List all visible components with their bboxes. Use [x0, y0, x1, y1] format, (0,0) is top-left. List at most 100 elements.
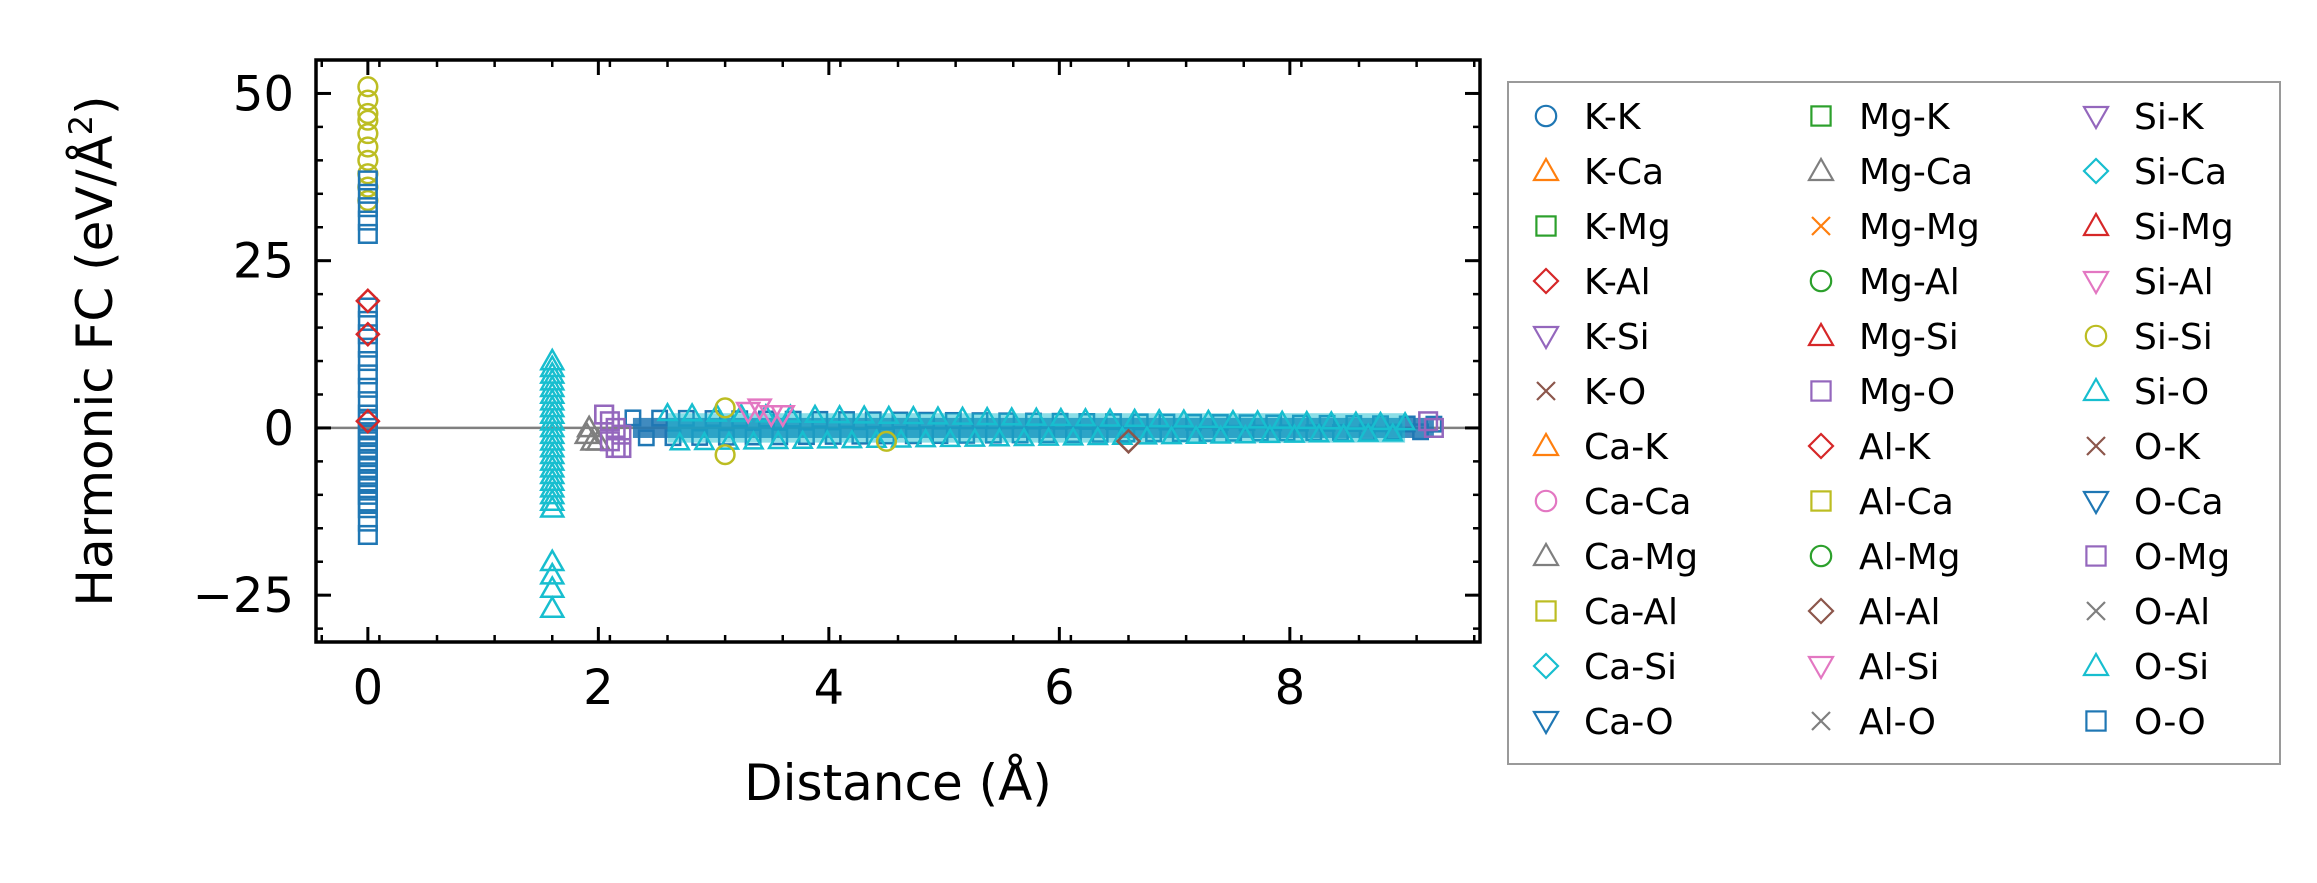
data-point — [539, 548, 566, 572]
y-axis-label-superscript: 2 — [62, 115, 100, 135]
legend-label: K-Si — [1584, 317, 1650, 358]
legend-marker — [2082, 651, 2110, 677]
data-marks — [316, 76, 1480, 619]
legend-marker — [1807, 432, 1835, 460]
band-marker — [1160, 424, 1183, 445]
legend-item-Si-Mg: Si-Mg — [2082, 207, 2234, 248]
band-marker — [651, 409, 669, 427]
data-cluster-Si-Si — [714, 397, 898, 466]
band-marker — [1271, 409, 1294, 429]
band-marker — [1246, 409, 1269, 429]
band-marker — [1357, 422, 1380, 442]
legend-label: Si-Si — [2134, 317, 2213, 358]
y-axis-label-end: ) — [66, 95, 124, 115]
data-cluster-O-Mg — [1418, 411, 1444, 438]
legend-item-K-Mg: K-Mg — [1535, 207, 1671, 248]
x-tick-label: 6 — [1044, 660, 1075, 716]
legend-label: Mg-Ca — [1859, 152, 1973, 193]
legend-marker — [1532, 652, 1560, 680]
band-marker — [1332, 422, 1355, 443]
band-marker — [705, 402, 728, 422]
data-point — [539, 414, 566, 438]
band-marker — [963, 427, 986, 447]
y-tick-label: 0 — [263, 401, 294, 457]
legend-marker — [1534, 489, 1558, 513]
data-point — [611, 424, 632, 445]
legend-item-Ca-Ca: Ca-Ca — [1534, 482, 1691, 523]
data-point — [357, 437, 378, 459]
legend-item-O-Si: O-Si — [2082, 647, 2209, 688]
legend-label: K-Mg — [1584, 207, 1671, 248]
legend-marker — [2086, 601, 2106, 621]
legend-item-Mg-Al: Mg-Al — [1809, 262, 1960, 303]
legend-item-Ca-K: Ca-K — [1532, 427, 1669, 468]
legend-item-Mg-Ca: Mg-Ca — [1807, 152, 1973, 193]
legend-label: Al-Mg — [1859, 537, 1961, 578]
legend-marker — [1807, 321, 1835, 347]
data-point — [357, 324, 378, 345]
data-point — [357, 444, 378, 465]
legend-label: K-K — [1584, 97, 1642, 138]
band-marker — [1258, 423, 1282, 444]
data-point — [539, 407, 566, 431]
data-point — [357, 391, 378, 412]
band-marker — [939, 427, 962, 448]
legend-label: O-O — [2134, 702, 2206, 743]
y-axis-label-main: Harmonic FC (eV/Å — [66, 135, 124, 606]
legend-marker — [2086, 436, 2106, 456]
data-point — [539, 474, 566, 498]
legend-marker — [2082, 490, 2110, 516]
legend-marker — [2082, 157, 2110, 185]
legend-marker — [1532, 431, 1560, 457]
legend-marker — [1810, 490, 1832, 512]
band-marker — [779, 403, 802, 423]
band-marker — [1234, 423, 1257, 444]
legend-label: Al-Ca — [1859, 482, 1954, 523]
band-marker — [637, 429, 655, 447]
data-point — [357, 377, 378, 398]
data-point — [539, 434, 566, 458]
band-marker — [754, 402, 778, 423]
band-marker — [791, 429, 814, 449]
legend-item-Ca-Al: Ca-Al — [1535, 592, 1678, 633]
legend-frame — [1507, 81, 2281, 765]
band-marker — [1425, 415, 1443, 433]
data-point — [357, 484, 378, 505]
legend-item-Mg-Si: Mg-Si — [1807, 317, 1959, 358]
data-point — [357, 404, 378, 425]
x-tick-label: 2 — [583, 660, 614, 716]
legend-item-Si-Si: Si-Si — [2084, 317, 2213, 358]
legend-marker — [1535, 600, 1557, 622]
data-point — [539, 467, 566, 491]
data-point — [714, 397, 736, 419]
data-point — [357, 431, 378, 452]
data-cluster-Si-Si — [357, 76, 379, 212]
legend-marker — [1811, 711, 1831, 731]
data-point — [357, 102, 379, 125]
data-point — [355, 408, 381, 435]
band-marker — [742, 430, 765, 450]
legend-label: K-Al — [1584, 262, 1651, 303]
legend-item-O-Ca: O-Ca — [2082, 482, 2224, 523]
legend-item-Al-O: Al-O — [1811, 702, 1936, 743]
legend-marker — [2082, 105, 2110, 131]
band-marker — [1074, 406, 1097, 427]
band-marker — [853, 404, 876, 424]
axes: 0 2 4 6 8 −25 0 25 50 — [193, 58, 1482, 716]
data-point — [594, 404, 615, 425]
y-tick-label: −25 — [193, 568, 294, 624]
data-point — [875, 430, 898, 452]
x-tick-label: 4 — [814, 660, 845, 716]
plot-frame — [314, 58, 1482, 644]
legend-item-K-Ca: K-Ca — [1532, 152, 1664, 193]
data-point — [605, 437, 626, 459]
legend-label: O-Al — [2134, 592, 2210, 633]
legend-item-O-K: O-K — [2086, 427, 2201, 468]
data-point — [594, 404, 615, 425]
band-marker — [1320, 409, 1343, 430]
band-marker — [1283, 423, 1306, 443]
legend-marker — [1532, 156, 1560, 182]
legend-marker — [1809, 544, 1833, 568]
data-point — [539, 347, 566, 371]
